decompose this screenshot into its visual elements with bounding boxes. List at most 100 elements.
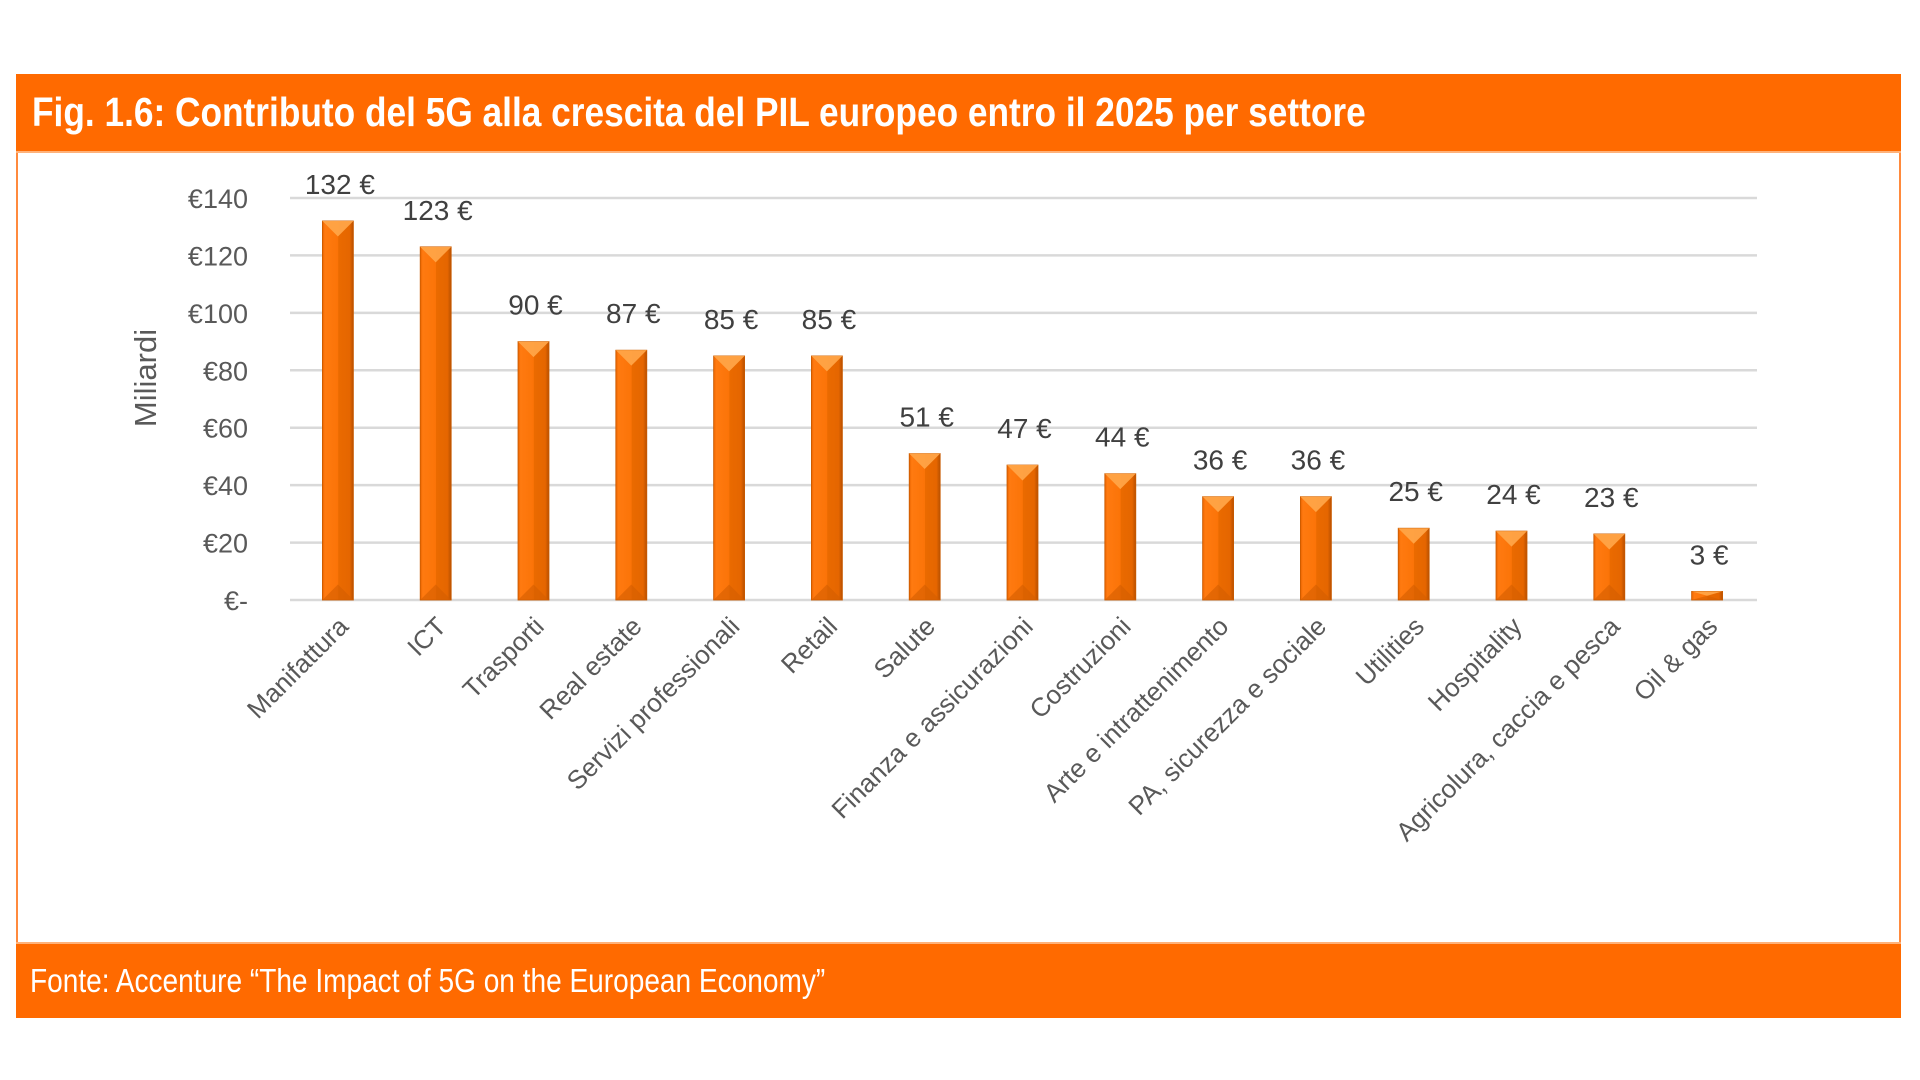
bar xyxy=(615,349,648,601)
source-note: Fonte: Accenture “The Impact of 5G on th… xyxy=(30,962,826,999)
bar-bevel-bottom xyxy=(1398,584,1430,600)
bar-bevel-top xyxy=(1202,496,1234,513)
value-label: 87 € xyxy=(606,298,661,329)
y-tick-label: €- xyxy=(224,586,248,616)
bars xyxy=(321,220,1723,601)
bar-bevel-bottom xyxy=(420,584,452,600)
bar-bevel-top xyxy=(1300,496,1332,513)
value-label: 132 € xyxy=(305,169,375,200)
bar-bevel-top xyxy=(1496,531,1527,547)
value-label: 85 € xyxy=(802,304,857,335)
x-category-label: Trasporti xyxy=(457,611,550,704)
figure-title: Fig. 1.6: Contributo del 5G alla crescit… xyxy=(32,89,1366,135)
y-tick-label: €100 xyxy=(188,299,248,329)
bar-bevel-top xyxy=(1691,591,1723,596)
bar xyxy=(1495,530,1528,601)
bar-bevel-bottom xyxy=(1202,584,1234,600)
value-label: 44 € xyxy=(1095,422,1150,453)
bar-bevel-bottom xyxy=(615,584,647,600)
bar-body xyxy=(419,246,452,601)
y-tick-label: €40 xyxy=(203,471,248,501)
bar xyxy=(517,341,550,601)
x-category-label: Retail xyxy=(775,611,843,679)
bar-body xyxy=(1202,496,1234,601)
figure-header: Fig. 1.6: Contributo del 5G alla crescit… xyxy=(16,74,1901,153)
value-label: 36 € xyxy=(1193,445,1248,476)
y-tick-label: €80 xyxy=(203,356,248,386)
y-tick-label: €120 xyxy=(188,241,248,271)
value-label: 36 € xyxy=(1291,445,1346,476)
bar-body xyxy=(811,355,843,601)
bar-body xyxy=(1104,473,1137,601)
y-tick-label: €20 xyxy=(203,529,248,559)
bar xyxy=(811,355,843,601)
bar-bevel-bottom xyxy=(1007,584,1038,600)
x-category-label: Finanza e assicurazioni xyxy=(825,611,1038,824)
bar-bevel-bottom xyxy=(1593,584,1625,600)
bar-bevel-top xyxy=(615,350,647,366)
bar xyxy=(1397,527,1430,601)
bar-body xyxy=(1300,496,1332,601)
x-category-label: Oil & gas xyxy=(1628,611,1724,707)
bar-body xyxy=(1006,464,1039,601)
value-label: 47 € xyxy=(997,413,1052,444)
value-label: 23 € xyxy=(1584,482,1639,513)
bar xyxy=(713,355,745,601)
x-category-label: Manifattura xyxy=(241,611,355,725)
bar-bevel-top xyxy=(322,220,354,237)
value-label: 85 € xyxy=(704,304,759,335)
bar-body xyxy=(615,349,648,601)
bar-bevel-top xyxy=(1007,465,1038,481)
bar-bevel-bottom xyxy=(909,584,941,600)
bar-bevel-bottom xyxy=(518,584,549,600)
bar-body xyxy=(321,220,354,601)
x-category-label: ICT xyxy=(401,611,452,662)
value-label: 3 € xyxy=(1690,539,1729,570)
bar xyxy=(1202,496,1234,601)
value-label: 51 € xyxy=(899,402,954,433)
bar-bevel-bottom xyxy=(322,584,354,600)
bar-bevel-top xyxy=(713,355,745,372)
value-label: 123 € xyxy=(403,195,473,226)
bar-bevel-top xyxy=(518,341,549,358)
y-axis-title: Miliardi xyxy=(128,329,163,427)
bar-bevel-top xyxy=(909,453,941,470)
value-label: 90 € xyxy=(508,290,563,321)
bar-bevel-bottom xyxy=(1300,584,1332,600)
bar-bevel-top xyxy=(1398,528,1430,544)
bar xyxy=(1006,464,1039,601)
x-category-label: Utilities xyxy=(1349,611,1429,691)
bar-bevel-top xyxy=(811,355,843,372)
bar xyxy=(1691,590,1723,601)
x-category-label: Arte e intrattenimento xyxy=(1037,611,1234,808)
bar-bevel-top xyxy=(1593,533,1625,550)
x-category-label: Servizi professionali xyxy=(561,611,746,796)
y-axis-ticks: €- €20 €40 €60 €80 €100 €120 €140 xyxy=(188,184,248,616)
value-labels: 132 € 123 € 90 € 87 € 85 € 85 € 51 € 47 € 44 € 36… xyxy=(305,169,1729,570)
value-label: 25 € xyxy=(1388,476,1443,507)
bar-body xyxy=(517,341,550,601)
y-tick-label: €140 xyxy=(188,184,248,214)
bar-bevel-bottom xyxy=(1104,584,1136,600)
bar-body xyxy=(908,453,941,601)
bar-bevel-bottom xyxy=(1691,595,1723,600)
bar-bevel-bottom xyxy=(1496,584,1527,600)
figure-footer: Fonte: Accenture “The Impact of 5G on th… xyxy=(16,942,1901,1018)
value-label: 24 € xyxy=(1486,479,1541,510)
x-category-label: PA, sicurezza e sociale xyxy=(1122,611,1332,821)
bar xyxy=(419,246,452,601)
bar-body xyxy=(713,355,745,601)
bar xyxy=(908,453,941,601)
x-category-label: Hospitality xyxy=(1422,611,1528,717)
bar-bevel-bottom xyxy=(811,584,843,600)
x-category-label: Salute xyxy=(868,611,941,684)
y-tick-label: €60 xyxy=(203,414,248,444)
bar-bevel-top xyxy=(420,246,452,263)
bar xyxy=(321,220,354,601)
bar xyxy=(1104,473,1137,601)
bar-bevel-top xyxy=(1104,473,1136,490)
bar xyxy=(1300,496,1332,601)
bar xyxy=(1593,533,1626,601)
